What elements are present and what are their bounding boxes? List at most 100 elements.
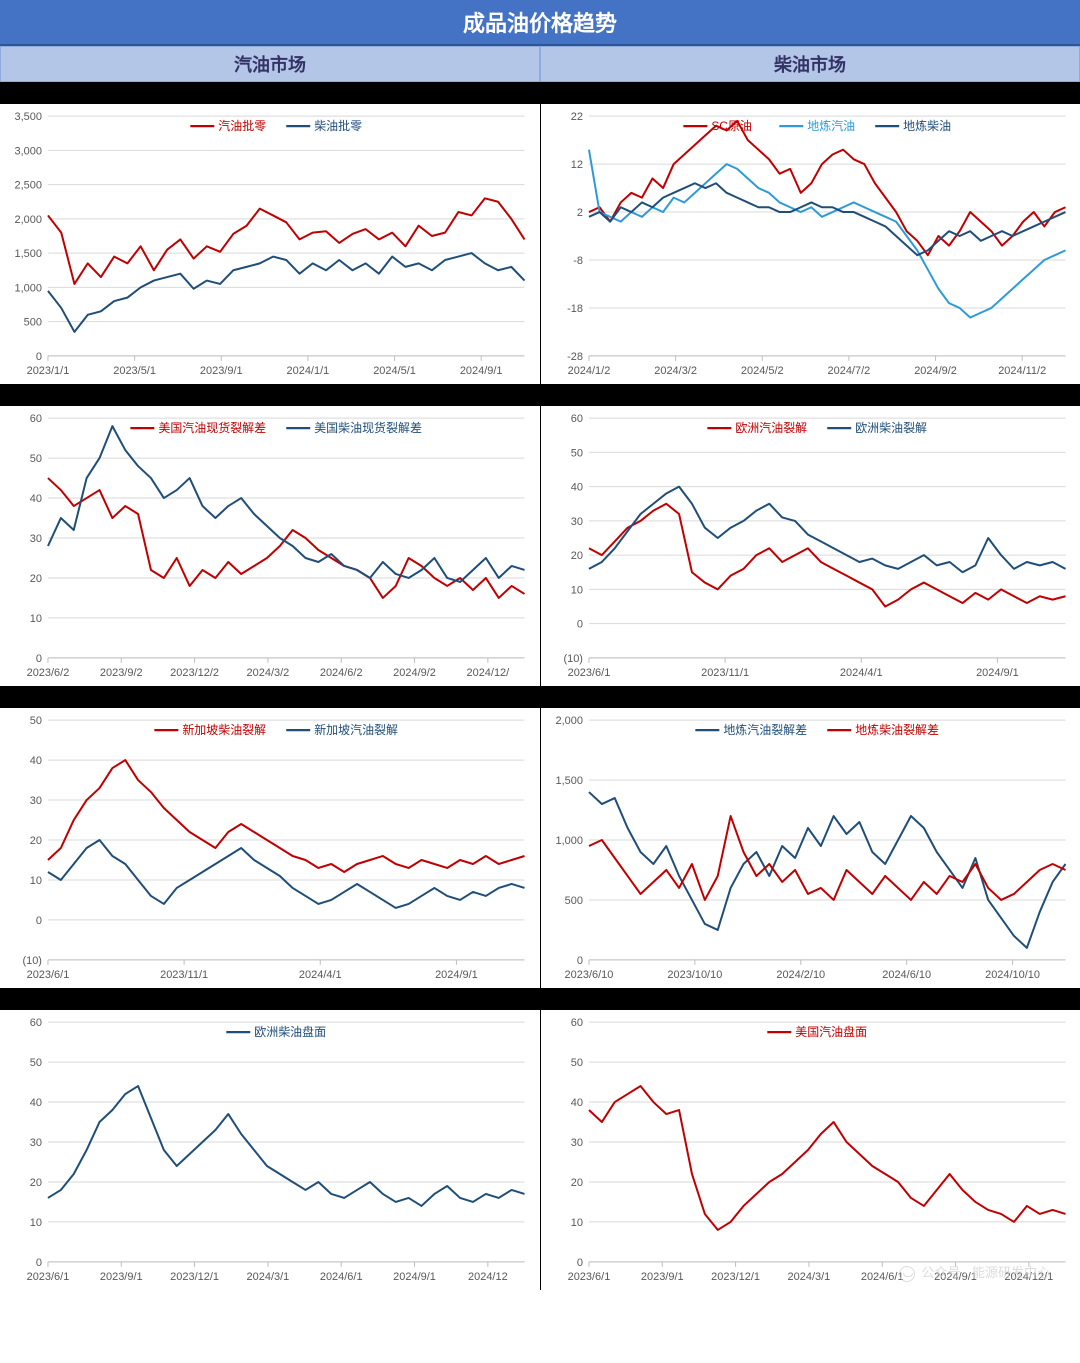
svg-text:(10): (10) (22, 955, 42, 967)
svg-text:0: 0 (36, 653, 42, 665)
divider (0, 686, 1080, 708)
divider (0, 988, 1080, 1010)
svg-text:30: 30 (570, 516, 582, 528)
svg-text:美国汽油盘面: 美国汽油盘面 (795, 1024, 867, 1039)
svg-text:10: 10 (570, 1217, 582, 1229)
svg-text:2023/6/1: 2023/6/1 (567, 667, 610, 679)
svg-text:60: 60 (570, 413, 582, 425)
svg-text:2024/6/1: 2024/6/1 (320, 1271, 363, 1283)
svg-text:10: 10 (30, 613, 42, 625)
svg-text:2024/4/1: 2024/4/1 (299, 969, 342, 981)
svg-text:20: 20 (570, 1177, 582, 1189)
svg-text:2023/6/10: 2023/6/10 (564, 969, 613, 981)
svg-text:2024/10/10: 2024/10/10 (985, 969, 1040, 981)
svg-text:美国柴油现货裂解差: 美国柴油现货裂解差 (314, 420, 422, 435)
svg-text:2023/6/1: 2023/6/1 (27, 969, 70, 981)
svg-text:2023/6/1: 2023/6/1 (27, 1271, 70, 1283)
svg-text:2024/12/: 2024/12/ (467, 667, 511, 679)
chart-c2: -28-18-8212222024/1/22024/3/22024/5/2202… (541, 104, 1080, 384)
svg-text:(10): (10) (563, 653, 583, 665)
svg-text:地炼汽油: 地炼汽油 (807, 118, 855, 133)
svg-text:40: 40 (570, 1097, 582, 1109)
svg-text:10: 10 (30, 875, 42, 887)
svg-text:0: 0 (576, 955, 582, 967)
svg-text:2024/5/2: 2024/5/2 (740, 365, 783, 377)
svg-text:2023/10/10: 2023/10/10 (667, 969, 722, 981)
svg-text:2024/7/2: 2024/7/2 (827, 365, 870, 377)
svg-text:20: 20 (570, 550, 582, 562)
svg-text:地炼柴油裂解差: 地炼柴油裂解差 (855, 722, 939, 737)
svg-text:2,000: 2,000 (15, 214, 42, 226)
svg-text:2023/12/1: 2023/12/1 (711, 1271, 760, 1283)
chart-c3: 01020304050602023/6/22023/9/22023/12/220… (0, 406, 541, 686)
svg-text:30: 30 (570, 1137, 582, 1149)
svg-text:40: 40 (30, 493, 42, 505)
svg-text:2024/11/2: 2024/11/2 (998, 365, 1046, 377)
chart-c4: (10)01020304050602023/6/12023/11/12024/4… (541, 406, 1080, 686)
svg-text:2024/9/1: 2024/9/1 (976, 667, 1019, 679)
svg-text:-8: -8 (573, 255, 583, 267)
svg-text:SC原油: SC原油 (711, 119, 752, 133)
svg-text:500: 500 (564, 895, 582, 907)
main-title: 成品油价格趋势 (0, 0, 1080, 46)
svg-text:2024/6/2: 2024/6/2 (320, 667, 363, 679)
svg-text:3,500: 3,500 (15, 111, 42, 123)
svg-text:0: 0 (576, 619, 582, 631)
svg-text:2024/9/2: 2024/9/2 (393, 667, 436, 679)
svg-text:2024/9/1: 2024/9/1 (460, 365, 503, 377)
svg-text:30: 30 (30, 1137, 42, 1149)
svg-text:10: 10 (570, 584, 582, 596)
svg-text:1,500: 1,500 (555, 775, 582, 787)
svg-text:2024/6/1: 2024/6/1 (860, 1271, 903, 1283)
svg-text:2,000: 2,000 (555, 715, 582, 727)
svg-text:2023/12/1: 2023/12/1 (170, 1271, 219, 1283)
svg-text:柴油批零: 柴油批零 (314, 118, 362, 133)
svg-text:0: 0 (36, 351, 42, 363)
chart-c5: (10)010203040502023/6/12023/11/12024/4/1… (0, 708, 541, 988)
svg-text:2024/6/10: 2024/6/10 (882, 969, 931, 981)
divider (0, 384, 1080, 406)
svg-text:20: 20 (30, 835, 42, 847)
svg-text:50: 50 (570, 447, 582, 459)
svg-text:3,000: 3,000 (15, 145, 42, 157)
chart-c7: 01020304050602023/6/12023/9/12023/12/120… (0, 1010, 541, 1290)
svg-text:2023/11/1: 2023/11/1 (160, 969, 208, 981)
svg-text:2024/4/1: 2024/4/1 (839, 667, 882, 679)
divider (0, 82, 1080, 104)
svg-text:500: 500 (24, 317, 42, 329)
sub-header-left: 汽油市场 (0, 46, 540, 82)
svg-text:2024/3/2: 2024/3/2 (247, 667, 290, 679)
svg-text:2024/9/1: 2024/9/1 (435, 969, 478, 981)
svg-text:2023/6/1: 2023/6/1 (567, 1271, 610, 1283)
svg-text:50: 50 (570, 1057, 582, 1069)
svg-text:2024/12/1: 2024/12/1 (1004, 1271, 1053, 1283)
svg-text:50: 50 (30, 453, 42, 465)
svg-text:地炼汽油裂解差: 地炼汽油裂解差 (723, 722, 807, 737)
chart-c6: 0 500 1,000 1,500 2,000 2023/6/10 2023/10/10 20… (541, 708, 1080, 988)
svg-text:20: 20 (30, 1177, 42, 1189)
svg-text:2023/9/1: 2023/9/1 (640, 1271, 683, 1283)
svg-text:0: 0 (36, 915, 42, 927)
svg-text:2: 2 (576, 207, 582, 219)
svg-text:1,000: 1,000 (555, 835, 582, 847)
sub-header-right: 柴油市场 (540, 46, 1080, 82)
svg-text:1,000: 1,000 (15, 282, 42, 294)
svg-text:2024/3/1: 2024/3/1 (247, 1271, 290, 1283)
svg-text:2,500: 2,500 (15, 180, 42, 192)
svg-text:2024/9/2: 2024/9/2 (914, 365, 957, 377)
svg-text:40: 40 (570, 482, 582, 494)
svg-text:60: 60 (30, 1017, 42, 1029)
svg-text:欧洲柴油裂解: 欧洲柴油裂解 (855, 421, 927, 435)
svg-text:2023/9/1: 2023/9/1 (100, 1271, 143, 1283)
svg-text:20: 20 (30, 573, 42, 585)
svg-text:2024/1/2: 2024/1/2 (567, 365, 610, 377)
svg-text:2024/5/1: 2024/5/1 (373, 365, 416, 377)
svg-text:10: 10 (30, 1217, 42, 1229)
svg-text:0: 0 (36, 1257, 42, 1269)
svg-text:欧洲柴油盘面: 欧洲柴油盘面 (254, 1024, 326, 1039)
svg-text:汽油批零: 汽油批零 (218, 118, 266, 133)
svg-text:12: 12 (570, 159, 582, 171)
svg-text:欧洲汽油裂解: 欧洲汽油裂解 (735, 420, 807, 435)
svg-text:2023/9/2: 2023/9/2 (100, 667, 143, 679)
svg-text:2024/2/10: 2024/2/10 (776, 969, 825, 981)
